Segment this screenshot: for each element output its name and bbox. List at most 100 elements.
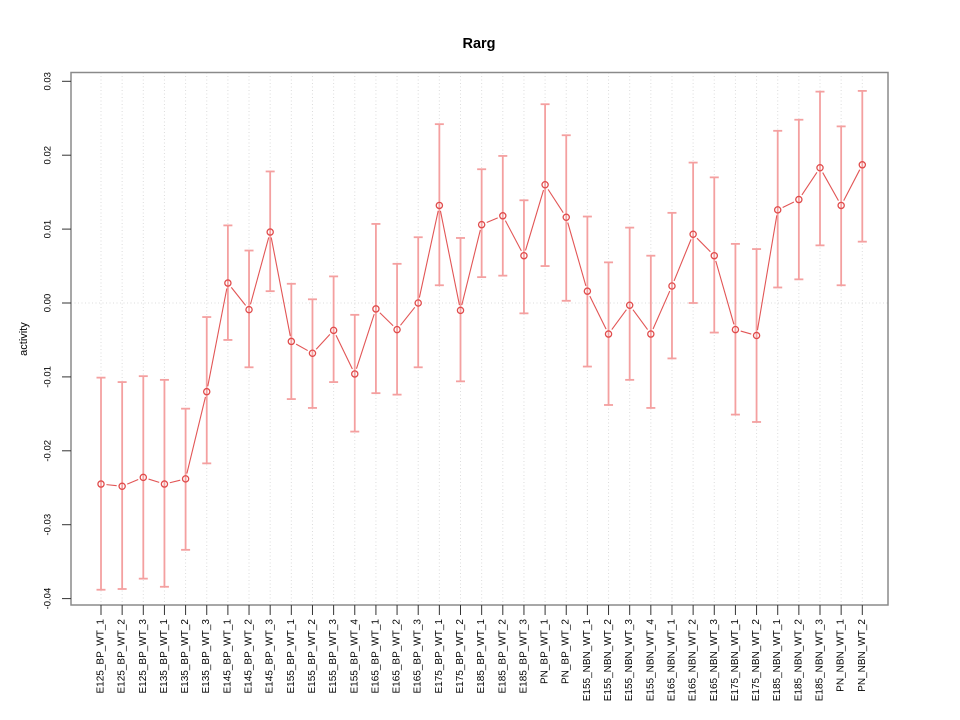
data-point [266,228,274,236]
data-point [160,480,169,488]
error-bar [582,215,592,368]
series-segment [715,260,735,325]
x-tick-label: E135_BP_WT_1 [159,619,170,694]
x-tick-label: E125_BP_WT_1 [96,619,107,694]
error-bar [350,313,360,433]
x-tick-label: E155_BP_WT_3 [328,619,339,694]
x-tick-label: E145_BP_WT_1 [222,619,233,694]
data-point [837,201,845,210]
error-bar [138,375,148,580]
data-point [604,330,613,338]
error-bar [223,224,233,341]
error-bar [307,298,317,409]
x-tick-label: E175_NBN_WT_2 [751,619,762,702]
series-segment [801,172,818,196]
series-segment [756,215,778,331]
data-point [816,164,824,172]
series-segment [439,210,460,306]
error-bar [709,176,719,334]
y-tick-label: -0.01 [43,366,54,388]
plot-border [70,71,889,606]
series-segment [652,290,671,330]
data-point [583,287,592,295]
series-segment [106,484,117,487]
series-segment [355,313,375,369]
data-point [668,282,676,290]
error-bar [181,407,191,551]
error-bar [646,254,656,409]
series-segment [461,229,481,306]
series-segment [589,295,607,330]
error-bar [96,376,106,591]
series-segment [547,189,564,213]
series-segment [186,396,206,474]
x-tick-label: E165_BP_WT_2 [392,619,403,694]
data-point [625,301,634,309]
series-segment [270,237,291,337]
series-segment [148,478,160,483]
x-tick-label: E185_NBN_WT_1 [772,619,783,702]
series-segment [632,309,649,330]
x-tick-label: E155_NBN_WT_4 [645,619,656,702]
error-bar [604,261,614,406]
series-segment [567,222,587,287]
series-segment [335,335,353,370]
data-point [287,337,296,346]
x-tick-label: E125_BP_WT_3 [138,619,149,694]
error-bar [498,155,508,277]
series-segment [230,287,247,306]
data-point [139,473,148,482]
error-bar [625,226,635,381]
data-point [562,213,570,222]
error-bar [371,223,381,395]
x-tick-label: E165_BP_WT_3 [413,619,424,694]
data-point [202,387,211,396]
error-bar [159,378,169,588]
x-tick-label: E165_NBN_WT_3 [709,619,720,702]
error-bar [540,103,550,267]
data-point [97,480,105,488]
error-bar [857,90,867,243]
series-segment [315,334,331,350]
series-segment [843,169,861,201]
data-point [308,349,317,358]
error-bar [456,237,466,383]
error-bar [667,211,677,360]
x-tick-label: E175_BP_WT_2 [455,619,466,694]
series-segment [295,343,308,352]
error-bar [836,125,846,287]
data-point [351,370,359,378]
data-point [456,306,465,315]
series-segment [207,288,228,387]
x-tick-label: PN_NBN_WT_1 [836,619,847,692]
x-tick-label: E185_BP_WT_2 [497,619,508,694]
x-tick-label: E145_BP_WT_2 [244,619,255,694]
y-tick-label: -0.03 [43,514,54,536]
series-segment [524,189,545,251]
x-tick-label: E155_NBN_WT_1 [582,619,593,702]
data-point [393,325,401,334]
error-bar [413,236,423,369]
series-segment [504,220,522,252]
data-point [647,330,655,338]
x-tick-label: PN_NBN_WT_2 [857,619,868,692]
x-tick-label: E125_BP_WT_2 [117,619,128,694]
series-segment [127,479,139,485]
error-bar [434,123,444,287]
data-point [224,279,232,287]
series-segment [486,217,498,224]
x-tick-label: PN_BP_WT_2 [561,619,572,684]
y-tick-label: -0.02 [43,440,54,462]
error-bar [794,118,804,281]
x-tick-label: E145_BP_WT_3 [265,619,276,694]
data-point [773,206,782,214]
series-segment [611,309,627,330]
data-point [118,482,126,491]
y-tick-label: 0.01 [43,220,54,239]
y-tick-label: -0.04 [43,588,54,610]
data-point [858,161,867,169]
x-tick-label: E155_BP_WT_4 [349,619,360,694]
series-segment [379,312,394,327]
data-point [795,195,803,204]
